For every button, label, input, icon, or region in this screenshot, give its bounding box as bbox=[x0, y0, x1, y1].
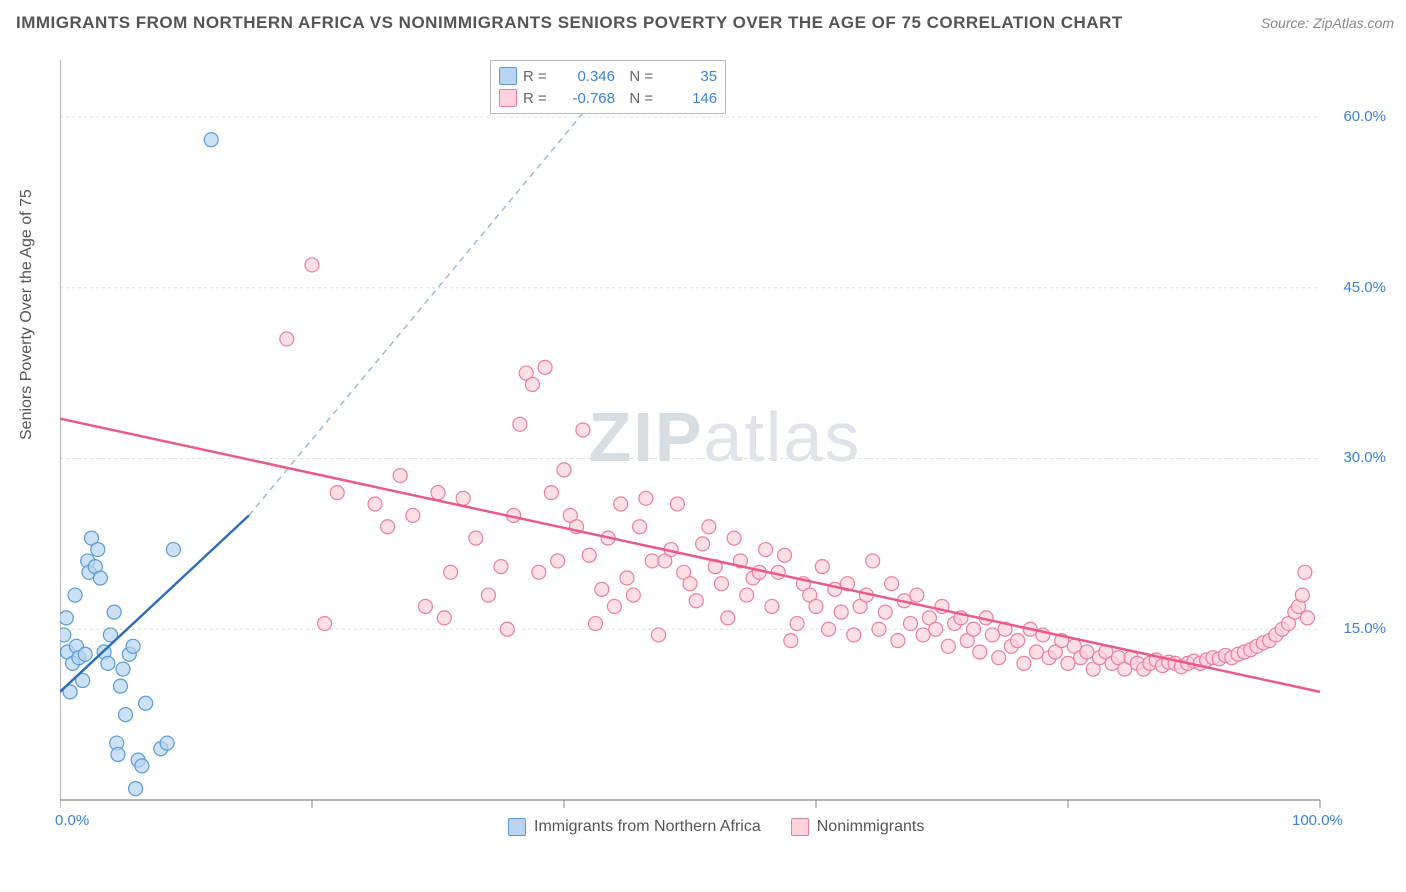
y-tick-label: 45.0% bbox=[1343, 279, 1386, 296]
legend-item-1: Immigrants from Northern Africa bbox=[508, 818, 761, 836]
bottom-legend: Immigrants from Northern Africa Nonimmig… bbox=[508, 818, 924, 836]
n-label: N = bbox=[621, 90, 653, 107]
x-tick-label: 0.0% bbox=[55, 812, 89, 829]
y-tick-label: 30.0% bbox=[1343, 449, 1386, 466]
chart-title: IMMIGRANTS FROM NORTHERN AFRICA VS NONIM… bbox=[16, 13, 1123, 33]
legend-swatch-1 bbox=[508, 818, 526, 836]
n-label: N = bbox=[621, 68, 653, 85]
y-tick-label: 15.0% bbox=[1343, 620, 1386, 637]
source-attribution: Source: ZipAtlas.com bbox=[1261, 15, 1394, 31]
n-value-1: 35 bbox=[659, 68, 717, 85]
n-value-2: 146 bbox=[659, 90, 717, 107]
chart-area: ZIPatlas R = 0.346 N = 35 R = -0.768 N =… bbox=[60, 50, 1390, 840]
legend-swatch-2 bbox=[791, 818, 809, 836]
stats-swatch-2 bbox=[499, 89, 517, 107]
r-label: R = bbox=[523, 68, 551, 85]
stats-legend: R = 0.346 N = 35 R = -0.768 N = 146 bbox=[490, 60, 726, 114]
r-label: R = bbox=[523, 90, 551, 107]
r-value-2: -0.768 bbox=[557, 90, 615, 107]
stats-row-series2: R = -0.768 N = 146 bbox=[499, 87, 717, 109]
legend-label-1: Immigrants from Northern Africa bbox=[534, 818, 761, 836]
legend-item-2: Nonimmigrants bbox=[791, 818, 925, 836]
scatter-plot bbox=[60, 50, 1390, 840]
chart-header: IMMIGRANTS FROM NORTHERN AFRICA VS NONIM… bbox=[0, 0, 1406, 46]
x-tick-label: 100.0% bbox=[1292, 812, 1343, 829]
legend-label-2: Nonimmigrants bbox=[817, 818, 925, 836]
stats-swatch-1 bbox=[499, 67, 517, 85]
y-axis-label: Seniors Poverty Over the Age of 75 bbox=[18, 189, 36, 440]
y-tick-label: 60.0% bbox=[1343, 108, 1386, 125]
r-value-1: 0.346 bbox=[557, 68, 615, 85]
stats-row-series1: R = 0.346 N = 35 bbox=[499, 65, 717, 87]
